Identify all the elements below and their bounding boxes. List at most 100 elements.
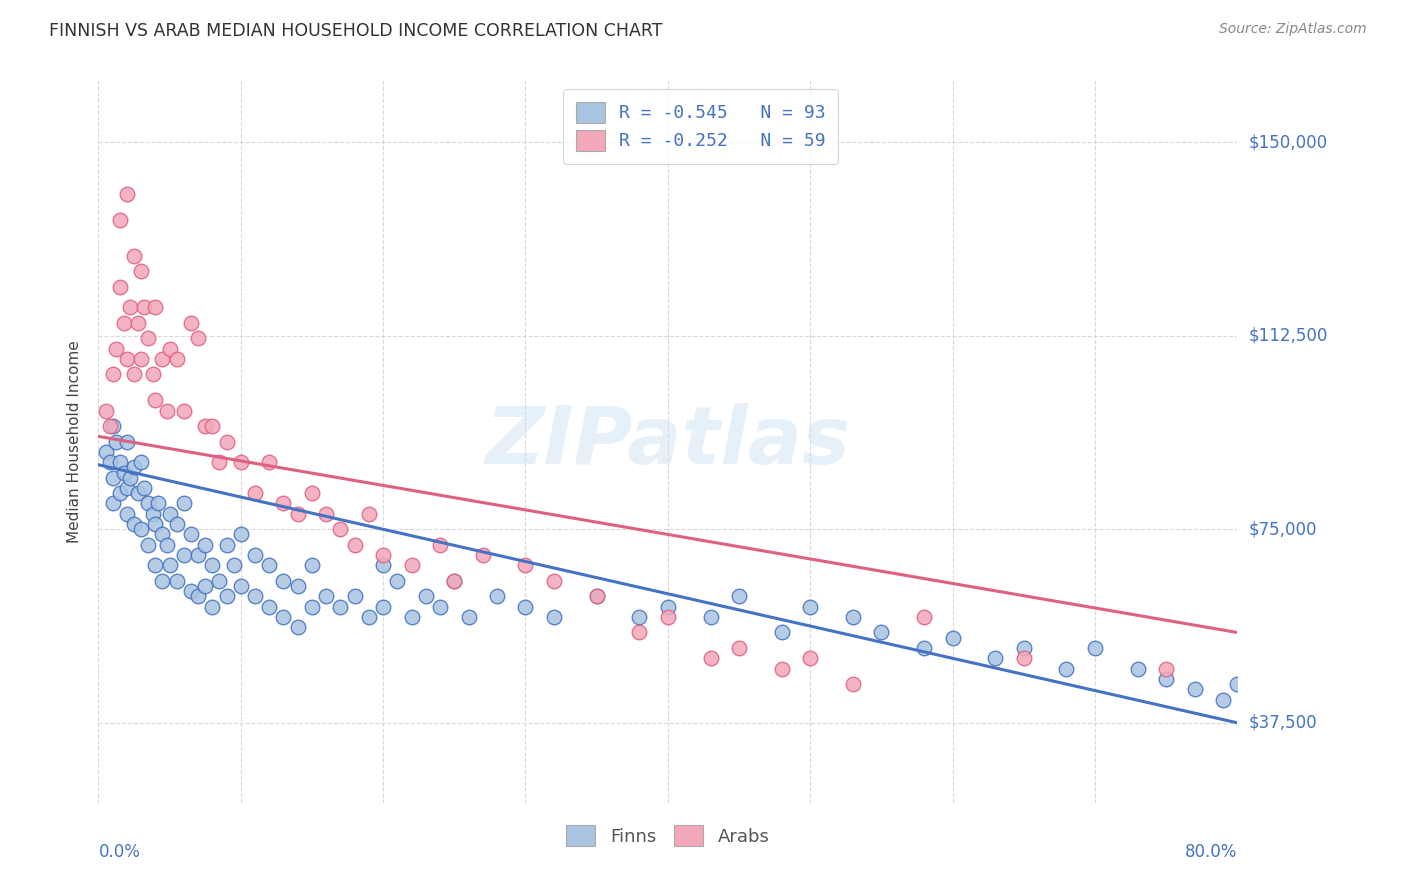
Point	[108, 279, 131, 293]
Point	[301, 558, 323, 573]
Point	[194, 538, 217, 552]
Point	[94, 403, 117, 417]
Point	[543, 610, 565, 624]
Point	[159, 342, 181, 356]
Point	[173, 403, 195, 417]
Point	[357, 610, 380, 624]
Point	[159, 507, 181, 521]
Point	[201, 419, 224, 434]
Point	[1012, 651, 1035, 665]
Point	[101, 419, 124, 434]
Point	[1154, 662, 1177, 676]
Point	[301, 599, 323, 614]
Point	[115, 434, 138, 449]
Point	[156, 538, 179, 552]
Point	[515, 558, 537, 573]
Point	[357, 507, 380, 521]
Point	[208, 574, 231, 588]
Point	[159, 558, 181, 573]
Point	[770, 662, 793, 676]
Point	[104, 434, 127, 449]
Point	[129, 264, 152, 278]
Point	[543, 574, 565, 588]
Point	[108, 212, 131, 227]
Point	[942, 631, 965, 645]
Point	[443, 574, 465, 588]
Point	[259, 558, 281, 573]
Point	[1012, 640, 1035, 655]
Point	[1126, 662, 1149, 676]
Point	[287, 507, 309, 521]
Point	[108, 455, 131, 469]
Point	[152, 574, 174, 588]
Point	[201, 558, 224, 573]
Point	[215, 590, 238, 604]
Point	[98, 455, 121, 469]
Point	[373, 599, 395, 614]
Point	[118, 471, 141, 485]
Point	[770, 625, 793, 640]
Point	[401, 558, 423, 573]
Point	[401, 610, 423, 624]
Point	[243, 486, 266, 500]
Point	[136, 331, 159, 345]
Point	[373, 558, 395, 573]
Point	[132, 481, 155, 495]
Point	[471, 548, 494, 562]
Point	[108, 486, 131, 500]
Point	[1212, 692, 1234, 706]
Point	[585, 590, 607, 604]
Point	[194, 419, 217, 434]
Point	[329, 522, 352, 536]
Point	[152, 351, 174, 366]
Point	[215, 538, 238, 552]
Point	[229, 455, 252, 469]
Point	[628, 610, 651, 624]
Point	[373, 548, 395, 562]
Point	[122, 517, 145, 532]
Point	[180, 527, 202, 541]
Point	[429, 538, 451, 552]
Point	[415, 590, 437, 604]
Point	[173, 548, 195, 562]
Point	[799, 599, 821, 614]
Point	[842, 677, 865, 691]
Point	[215, 434, 238, 449]
Point	[145, 517, 167, 532]
Point	[1084, 640, 1107, 655]
Point	[101, 368, 124, 382]
Point	[122, 249, 145, 263]
Point	[515, 599, 537, 614]
Point	[115, 186, 138, 201]
Text: FINNISH VS ARAB MEDIAN HOUSEHOLD INCOME CORRELATION CHART: FINNISH VS ARAB MEDIAN HOUSEHOLD INCOME …	[49, 22, 662, 40]
Point	[166, 351, 188, 366]
Point	[166, 574, 188, 588]
Point	[148, 496, 170, 510]
Point	[127, 316, 149, 330]
Point	[118, 301, 141, 315]
Point	[699, 651, 721, 665]
Point	[122, 460, 145, 475]
Point	[259, 599, 281, 614]
Point	[585, 590, 607, 604]
Point	[243, 590, 266, 604]
Text: $75,000: $75,000	[1249, 520, 1317, 538]
Point	[173, 496, 195, 510]
Point	[141, 368, 163, 382]
Point	[728, 640, 751, 655]
Point	[1184, 682, 1206, 697]
Point	[273, 574, 295, 588]
Point	[180, 584, 202, 599]
Point	[101, 496, 124, 510]
Text: $150,000: $150,000	[1249, 133, 1327, 152]
Point	[98, 419, 121, 434]
Point	[343, 538, 366, 552]
Point	[1056, 662, 1078, 676]
Point	[429, 599, 451, 614]
Point	[132, 301, 155, 315]
Point	[129, 522, 152, 536]
Point	[112, 316, 135, 330]
Point	[156, 403, 179, 417]
Point	[301, 486, 323, 500]
Point	[187, 331, 209, 345]
